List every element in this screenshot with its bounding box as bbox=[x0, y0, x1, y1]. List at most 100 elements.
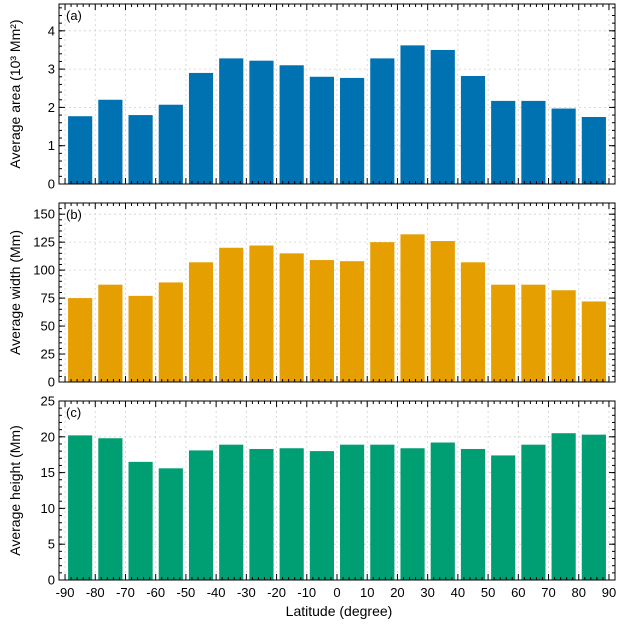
bar bbox=[68, 298, 93, 382]
y-tick-label: 5 bbox=[48, 537, 55, 552]
bar bbox=[460, 76, 486, 184]
bar bbox=[128, 115, 153, 184]
bar bbox=[430, 49, 455, 185]
x-tick-label: -30 bbox=[237, 585, 256, 600]
bar bbox=[219, 58, 244, 184]
x-tick-label: 90 bbox=[602, 585, 616, 600]
panel-b: 0 25 50 75 100 125 150 (b) Average width (Mm) bbox=[7, 202, 616, 390]
bar bbox=[521, 444, 546, 580]
x-tick-label: 80 bbox=[572, 585, 586, 600]
bar bbox=[219, 444, 244, 580]
bar bbox=[460, 262, 486, 382]
bar bbox=[340, 77, 365, 184]
bar bbox=[581, 116, 606, 184]
x-tick-label: -40 bbox=[207, 585, 226, 600]
y-axis-title: Average width (Mm) bbox=[7, 230, 23, 355]
bar bbox=[551, 433, 576, 580]
bar bbox=[279, 448, 304, 580]
y-tick-label: 10 bbox=[41, 501, 55, 516]
bar bbox=[370, 444, 395, 580]
bar bbox=[551, 108, 576, 184]
bar bbox=[68, 435, 93, 580]
x-tick-label: -20 bbox=[267, 585, 286, 600]
bar bbox=[309, 76, 334, 184]
y-tick-label: 15 bbox=[41, 465, 55, 480]
bar bbox=[460, 448, 486, 580]
plot-frame bbox=[58, 400, 616, 581]
bar bbox=[188, 262, 214, 382]
x-tick-label: 10 bbox=[360, 585, 374, 600]
bar bbox=[340, 261, 365, 382]
panel-label: (a) bbox=[66, 8, 82, 23]
x-tick-label: -50 bbox=[177, 585, 196, 600]
x-axis: -90 -80 -70 -60 -50 -40 -30 -20 -10 0 10 20 30 40 50 60… bbox=[56, 585, 617, 600]
x-tick-label: -90 bbox=[56, 585, 75, 600]
x-tick-label: -80 bbox=[86, 585, 105, 600]
bar bbox=[581, 434, 606, 580]
panel-a: 0 1 2 3 4 (a) Average area (10³ Mm²) bbox=[7, 3, 616, 192]
y-tick-label: 2 bbox=[48, 100, 55, 115]
bar bbox=[340, 444, 365, 580]
bar bbox=[551, 290, 576, 382]
bar bbox=[309, 260, 334, 382]
bar bbox=[400, 45, 425, 185]
x-tick-label: -60 bbox=[146, 585, 165, 600]
x-tick-label: 20 bbox=[390, 585, 404, 600]
y-tick-label: 100 bbox=[33, 263, 55, 278]
y-tick-label: 4 bbox=[48, 23, 55, 38]
bar bbox=[279, 253, 304, 382]
x-tick-label: -70 bbox=[116, 585, 135, 600]
y-tick-label: 0 bbox=[48, 573, 55, 588]
bar bbox=[188, 450, 214, 580]
x-axis-title: Latitude (degree) bbox=[286, 603, 393, 619]
panel-label: (c) bbox=[66, 405, 81, 420]
x-tick-label: 0 bbox=[333, 585, 340, 600]
y-tick-label: 75 bbox=[41, 291, 55, 306]
x-tick-label: -10 bbox=[297, 585, 316, 600]
y-tick-label: 20 bbox=[41, 429, 55, 444]
bar bbox=[128, 295, 153, 382]
x-tick-label: 60 bbox=[511, 585, 525, 600]
x-tick-label: 30 bbox=[420, 585, 434, 600]
bar bbox=[309, 451, 334, 580]
panel-c: 0 5 10 15 20 25 (c) Average height (Mm) bbox=[7, 394, 616, 588]
x-tick-label: 70 bbox=[541, 585, 555, 600]
bar bbox=[430, 241, 455, 382]
bar bbox=[400, 448, 425, 580]
plot-frame bbox=[58, 202, 616, 383]
y-tick-label: 3 bbox=[48, 62, 55, 77]
bar bbox=[249, 245, 274, 382]
bar bbox=[491, 100, 516, 184]
bar bbox=[370, 58, 395, 184]
bar bbox=[491, 455, 516, 580]
bar bbox=[521, 284, 546, 382]
y-tick-label: 125 bbox=[33, 235, 55, 250]
y-tick-label: 0 bbox=[48, 177, 55, 192]
x-tick-label: 50 bbox=[481, 585, 495, 600]
bar bbox=[68, 116, 93, 184]
bar bbox=[219, 247, 244, 382]
bar bbox=[249, 60, 274, 185]
y-tick-label: 1 bbox=[48, 138, 55, 153]
y-tick-label: 25 bbox=[41, 347, 55, 362]
bar bbox=[249, 448, 274, 580]
bar bbox=[400, 234, 425, 382]
bar bbox=[158, 282, 183, 382]
bar bbox=[128, 461, 153, 580]
bar bbox=[521, 100, 546, 184]
y-tick-label: 25 bbox=[41, 394, 55, 409]
bar bbox=[158, 104, 183, 184]
panel-label: (b) bbox=[66, 207, 82, 222]
bar bbox=[98, 284, 123, 382]
bar bbox=[370, 242, 395, 382]
bar bbox=[430, 442, 455, 580]
bar bbox=[98, 438, 123, 580]
bar bbox=[188, 72, 214, 184]
bar bbox=[581, 301, 606, 382]
y-tick-label: 150 bbox=[33, 207, 55, 222]
y-tick-label: 0 bbox=[48, 375, 55, 390]
x-tick-label: 40 bbox=[451, 585, 465, 600]
y-axis-title: Average area (10³ Mm²) bbox=[7, 19, 23, 168]
